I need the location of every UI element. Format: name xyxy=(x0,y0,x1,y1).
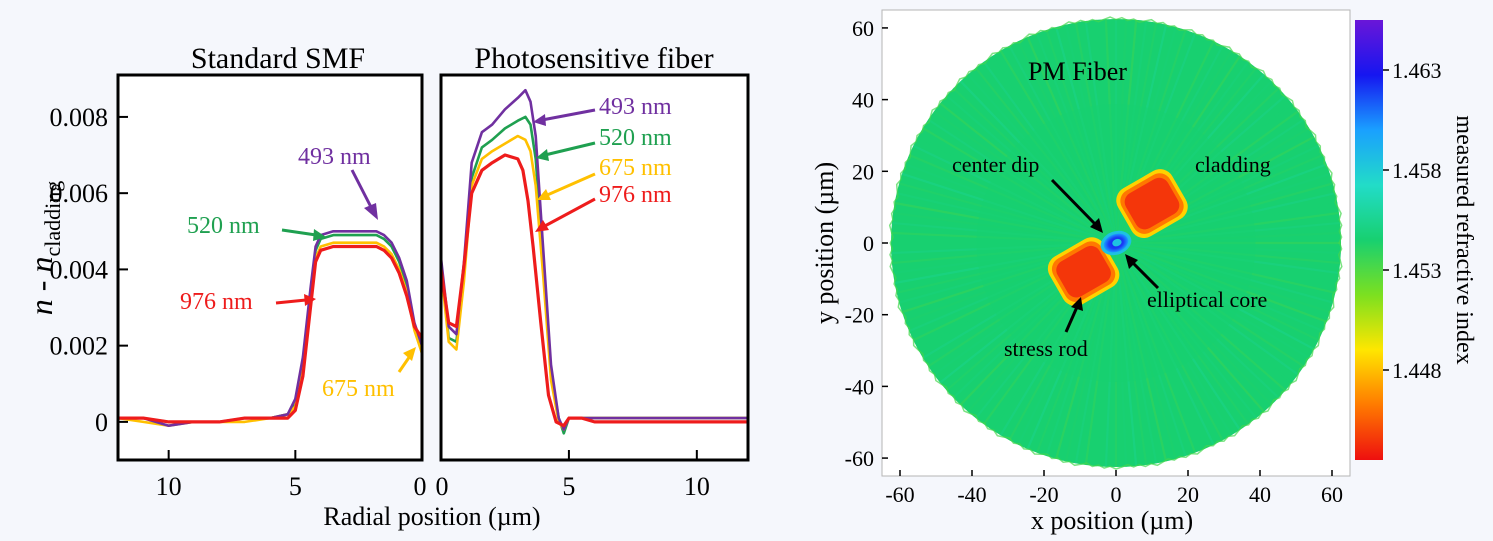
refractive-profile-panel: Standard SMF Photosensitive fiber 10 5 0 0 5… xyxy=(23,42,750,531)
subplot-title-smf: Standard SMF xyxy=(191,42,365,75)
annotation-smf-520-arrow xyxy=(281,228,317,237)
x-tick-label: 0 xyxy=(414,472,427,501)
map-y-tick-label: 40 xyxy=(852,88,874,113)
annotation-smf-493-arrow xyxy=(350,169,375,212)
map-y-tick-label: -60 xyxy=(845,446,874,471)
subplot-title-photosensitive: Photosensitive fiber xyxy=(474,42,713,75)
annotation-cladding: cladding xyxy=(1195,152,1271,177)
annotation-center-dip-arrowhead xyxy=(1090,218,1103,233)
map-title: PM Fiber xyxy=(1028,57,1127,86)
photosensitive-axes-frame xyxy=(439,73,750,462)
colorbar-ticks: 1.463 1.458 1.453 1.448 xyxy=(1383,58,1442,383)
profile-x-label: Radial position (µm) xyxy=(323,502,540,531)
annotation-smf-675-arrow xyxy=(397,355,412,373)
smf-annotations: 493 nm 520 nm 976 nm 675 nm xyxy=(180,144,416,402)
map-x-tick-label: 60 xyxy=(1321,482,1343,507)
colorbar-tick-label: 1.458 xyxy=(1392,158,1442,183)
stress-rod xyxy=(1047,237,1120,307)
profile-y-label: n - ncladding xyxy=(23,181,65,315)
annotation-elliptical-core-arrow xyxy=(1130,260,1160,290)
photosensitive-series-group xyxy=(441,88,748,435)
map-x-tick-label: -40 xyxy=(957,482,986,507)
x-tick-label: 5 xyxy=(562,472,575,501)
annotation-smf-976: 976 nm xyxy=(180,289,253,315)
annotation-ps-976-arrowhead xyxy=(535,220,549,232)
map-y-tick-label: 20 xyxy=(852,159,874,184)
x-tick-label: 10 xyxy=(156,472,182,501)
map-x-tick-label: 0 xyxy=(1111,482,1122,507)
annotation-smf-976-arrowhead xyxy=(304,294,316,306)
annotation-ps-520-arrow xyxy=(544,141,596,157)
annotation-stress-rod: stress rod xyxy=(1004,336,1088,361)
map-y-tick-label: 0 xyxy=(863,231,874,256)
index-map-panel: PM Fiber -60 -40 -20 0 20 40 606040200-20-40-6… xyxy=(810,9,1477,535)
y-tick-label: 0 xyxy=(95,408,108,437)
series-line-smf-976nm xyxy=(118,244,422,424)
stress-rod xyxy=(1116,169,1188,238)
y-tick-label: 0.004 xyxy=(50,255,109,284)
annotation-smf-520-arrowhead xyxy=(313,229,326,241)
colorbar-tick-label: 1.453 xyxy=(1392,258,1442,283)
annotation-ps-675-arrow xyxy=(544,172,596,198)
annotation-smf-976-arrow xyxy=(275,298,307,305)
x-tick-label: 0 xyxy=(436,472,449,501)
annotation-ps-493-arrow xyxy=(541,108,596,122)
annotation-center-dip: center dip xyxy=(952,152,1039,177)
colorbar xyxy=(1355,20,1383,460)
annotation-smf-493-arrowhead xyxy=(364,203,378,220)
annotation-smf-493: 493 nm xyxy=(298,144,371,170)
annotation-ps-976-arrow xyxy=(542,197,596,229)
annotation-smf-520: 520 nm xyxy=(187,213,260,239)
annotation-ps-493-arrowhead xyxy=(533,114,546,126)
y-tick-label: 0.008 xyxy=(50,103,109,132)
map-annotations: center dip cladding elliptical core stre… xyxy=(952,152,1271,361)
series-line-ps-493nm xyxy=(441,88,748,431)
smf-axes-frame xyxy=(116,73,424,462)
annotation-ps-675-arrowhead xyxy=(537,189,551,200)
y-label-sub: cladding xyxy=(40,181,65,257)
map-x-tick-label: 40 xyxy=(1249,482,1271,507)
annotation-elliptical-core-arrowhead xyxy=(1125,254,1138,269)
map-x-tick-label: 20 xyxy=(1177,482,1199,507)
y-tick-label: 0.002 xyxy=(50,332,109,361)
annotation-ps-675: 675 nm xyxy=(599,155,672,181)
x-tick-label: 5 xyxy=(289,472,302,501)
annotation-elliptical-core: elliptical core xyxy=(1147,287,1267,312)
colorbar-label: measured refractive index xyxy=(1451,115,1477,364)
map-y-tick-label: -40 xyxy=(845,374,874,399)
annotation-stress-rod-arrowhead xyxy=(1071,297,1083,311)
annotation-smf-675: 675 nm xyxy=(322,376,395,402)
map-y-tick-label: 60 xyxy=(852,16,874,41)
map-x-tick-label: -20 xyxy=(1029,482,1058,507)
cladding-edge xyxy=(888,16,1343,470)
stress-rod-center xyxy=(1124,177,1180,230)
colorbar-tick-label: 1.448 xyxy=(1392,358,1442,383)
map-x-label: x position (µm) xyxy=(1031,506,1193,535)
annotation-ps-976: 976 nm xyxy=(599,182,672,208)
svg-text:n - ncladding: n - ncladding xyxy=(23,181,65,315)
y-label-main: n - n xyxy=(23,257,59,316)
x-tick-label: 10 xyxy=(684,472,710,501)
series-line-ps-976nm xyxy=(441,153,748,428)
annotation-ps-520-arrowhead xyxy=(536,149,549,161)
annotation-stress-rod-arrow xyxy=(1064,306,1079,333)
stress-rod-center xyxy=(1056,245,1111,298)
colorbar-tick-label: 1.463 xyxy=(1392,58,1442,83)
photosensitive-annotations: 493 nm 520 nm 675 nm 976 nm xyxy=(533,94,672,232)
map-ticks: -60 -40 -20 0 20 40 60 60 40 20 0 -20 -40 -60 xyxy=(845,16,1343,507)
map-y-label: y position (µm) xyxy=(810,162,839,324)
y-tick-label: 0.006 xyxy=(50,179,109,208)
smf-series-group xyxy=(118,230,422,427)
center-dip xyxy=(1112,238,1122,247)
annotation-ps-493: 493 nm xyxy=(599,94,672,120)
annotation-center-dip-arrow xyxy=(1050,178,1098,227)
annotation-smf-675-arrowhead xyxy=(403,347,416,361)
map-y-tick-label: -20 xyxy=(845,303,874,328)
map-x-tick-label: -60 xyxy=(885,482,914,507)
annotation-ps-520: 520 nm xyxy=(599,125,672,151)
